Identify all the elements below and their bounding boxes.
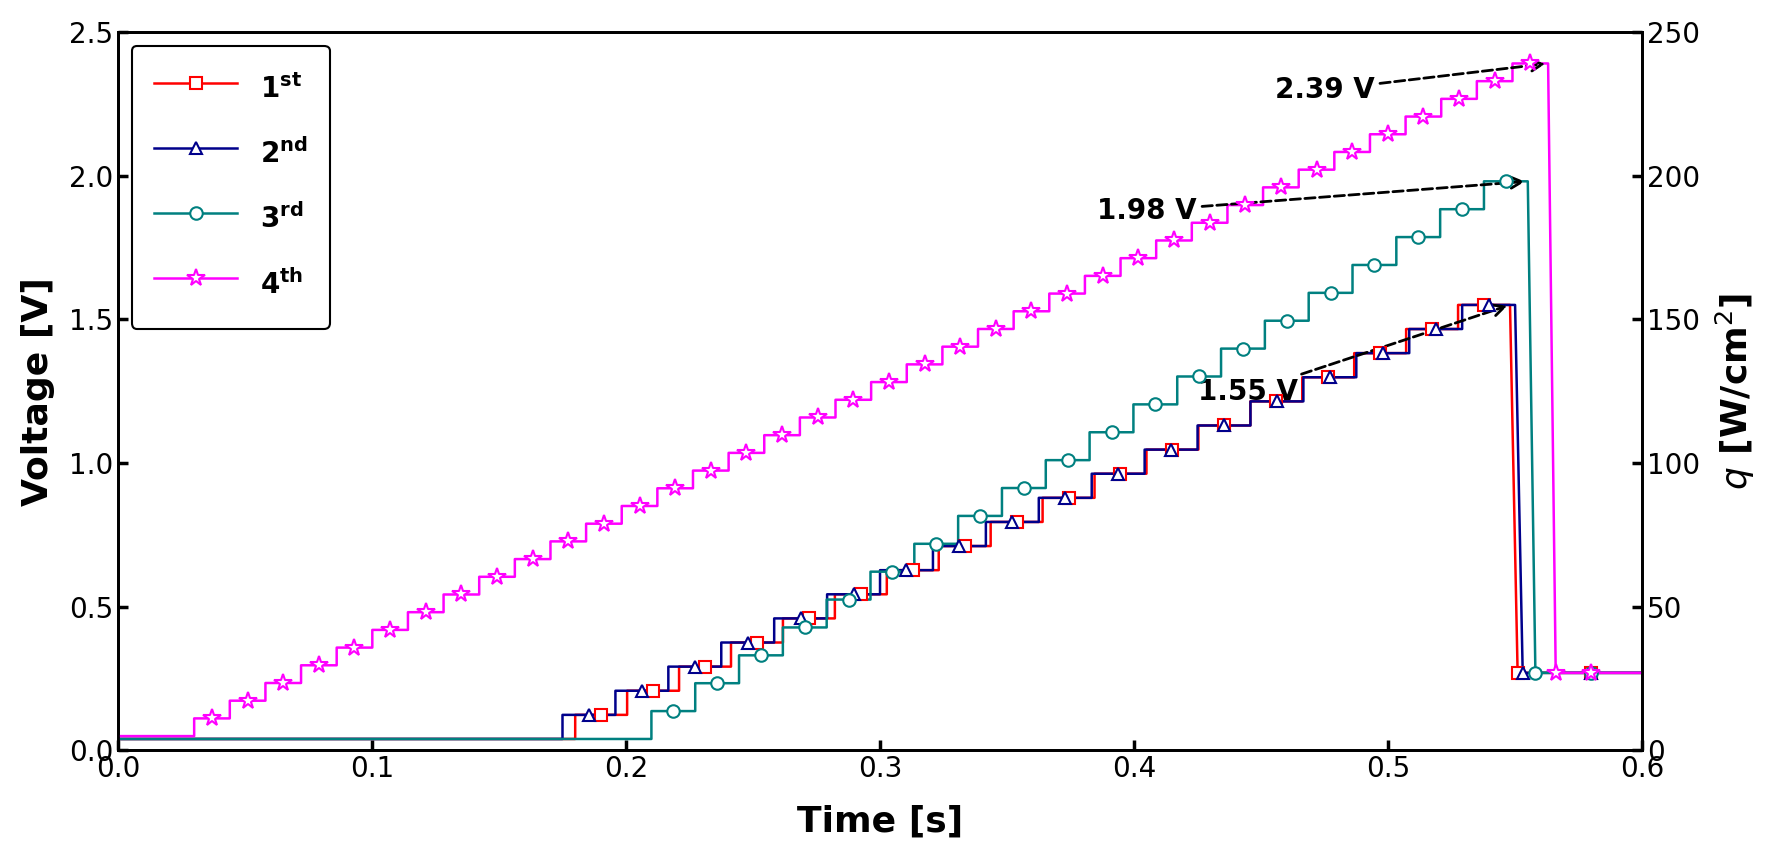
Text: 2.39 V: 2.39 V [1275, 60, 1542, 104]
Y-axis label: Voltage [V]: Voltage [V] [21, 277, 55, 506]
Legend: $\mathbf{1^{st}}$, $\mathbf{2^{nd}}$, $\mathbf{3^{rd}}$, $\mathbf{4^{th}}$: $\mathbf{1^{st}}$, $\mathbf{2^{nd}}$, $\… [132, 46, 329, 328]
Text: 1.98 V: 1.98 V [1097, 177, 1522, 225]
X-axis label: Time [s]: Time [s] [797, 804, 964, 838]
Y-axis label: $q$ [W/cm$^2$]: $q$ [W/cm$^2$] [1714, 293, 1757, 490]
Text: 1.55 V: 1.55 V [1198, 305, 1504, 405]
